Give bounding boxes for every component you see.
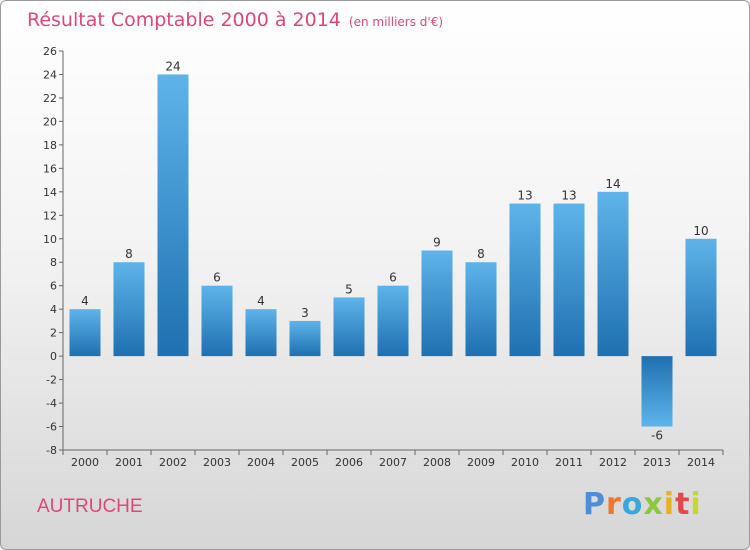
y-tick-label: 20	[43, 115, 57, 128]
y-tick-label: 22	[43, 92, 57, 105]
y-tick-label: 0	[50, 350, 57, 363]
bar-2010	[509, 203, 541, 357]
bar-2009	[465, 262, 497, 357]
x-tick-label-2013: 2013	[643, 456, 671, 469]
proxiti-logo: Proxiti	[583, 487, 702, 522]
data-label-2000: 4	[81, 294, 89, 308]
x-tick-label-2002: 2002	[159, 456, 187, 469]
bar-2004	[245, 309, 277, 357]
data-label-2006: 5	[345, 282, 353, 296]
data-label-2012: 14	[605, 177, 620, 191]
y-tick-label: 14	[43, 186, 57, 199]
logo-letter: i	[690, 487, 702, 522]
logo-letter: P	[583, 487, 606, 522]
y-tick-label: 26	[43, 45, 57, 58]
x-tick-label-2010: 2010	[511, 456, 539, 469]
bar-2003	[201, 285, 233, 357]
data-label-2004: 4	[257, 294, 265, 308]
x-tick-label-2001: 2001	[115, 456, 143, 469]
y-tick-label: 6	[50, 280, 57, 293]
bar-2006	[333, 297, 365, 357]
bar-2007	[377, 285, 409, 357]
x-tick-label-2005: 2005	[291, 456, 319, 469]
chart-unit: (en milliers d'€)	[348, 15, 444, 29]
x-tick-label-2000: 2000	[71, 456, 99, 469]
bar-2011	[553, 203, 585, 357]
chart-title: Résultat Comptable 2000 à 2014 (en millie…	[27, 9, 443, 31]
y-tick-label: 24	[43, 68, 57, 81]
bar-2001	[113, 262, 145, 357]
x-tick-label-2007: 2007	[379, 456, 407, 469]
bar-2013	[641, 356, 673, 427]
bar-2005	[289, 320, 321, 357]
data-label-2013: -6	[651, 429, 663, 443]
logo-letter: o	[621, 487, 644, 522]
data-label-2014: 10	[693, 224, 708, 238]
y-tick-label: -6	[46, 421, 57, 434]
logo-letter: x	[643, 487, 664, 522]
data-label-2002: 24	[165, 59, 180, 73]
data-label-2007: 6	[389, 271, 397, 285]
data-label-2010: 13	[517, 189, 532, 203]
data-label-2009: 8	[477, 247, 485, 261]
x-tick-label-2003: 2003	[203, 456, 231, 469]
x-tick-label-2008: 2008	[423, 456, 451, 469]
bar-2000	[69, 309, 101, 357]
data-label-2005: 3	[301, 306, 309, 320]
logo-letter: t	[675, 487, 691, 522]
x-tick-label-2009: 2009	[467, 456, 495, 469]
y-tick-label: 10	[43, 233, 57, 246]
y-tick-label: 2	[50, 327, 57, 340]
x-tick-label-2006: 2006	[335, 456, 363, 469]
x-tick-label-2012: 2012	[599, 456, 627, 469]
x-tick-label-2004: 2004	[247, 456, 275, 469]
x-tick-label-2011: 2011	[555, 456, 583, 469]
bar-2014	[685, 238, 717, 357]
y-tick-label: -8	[46, 444, 57, 457]
bar-2008	[421, 250, 453, 357]
city-name: AUTRUCHE	[37, 496, 143, 517]
y-tick-label: 12	[43, 209, 57, 222]
bar-2012	[597, 191, 629, 357]
data-label-2011: 13	[561, 189, 576, 203]
y-tick-label: 4	[50, 303, 57, 316]
logo-letter: i	[663, 487, 676, 522]
chart-title-text: Résultat Comptable 2000 à 2014	[27, 9, 341, 31]
bar-2002	[157, 74, 189, 357]
y-tick-label: 18	[43, 139, 57, 152]
data-label-2008: 9	[433, 236, 441, 250]
logo-letter: r	[606, 487, 622, 522]
x-tick-label-2014: 2014	[687, 456, 715, 469]
y-tick-label: -4	[46, 397, 57, 410]
data-label-2003: 6	[213, 271, 221, 285]
y-tick-label: -2	[46, 374, 57, 387]
data-label-2001: 8	[125, 247, 133, 261]
y-tick-label: 16	[43, 162, 57, 175]
y-tick-label: 8	[50, 256, 57, 269]
